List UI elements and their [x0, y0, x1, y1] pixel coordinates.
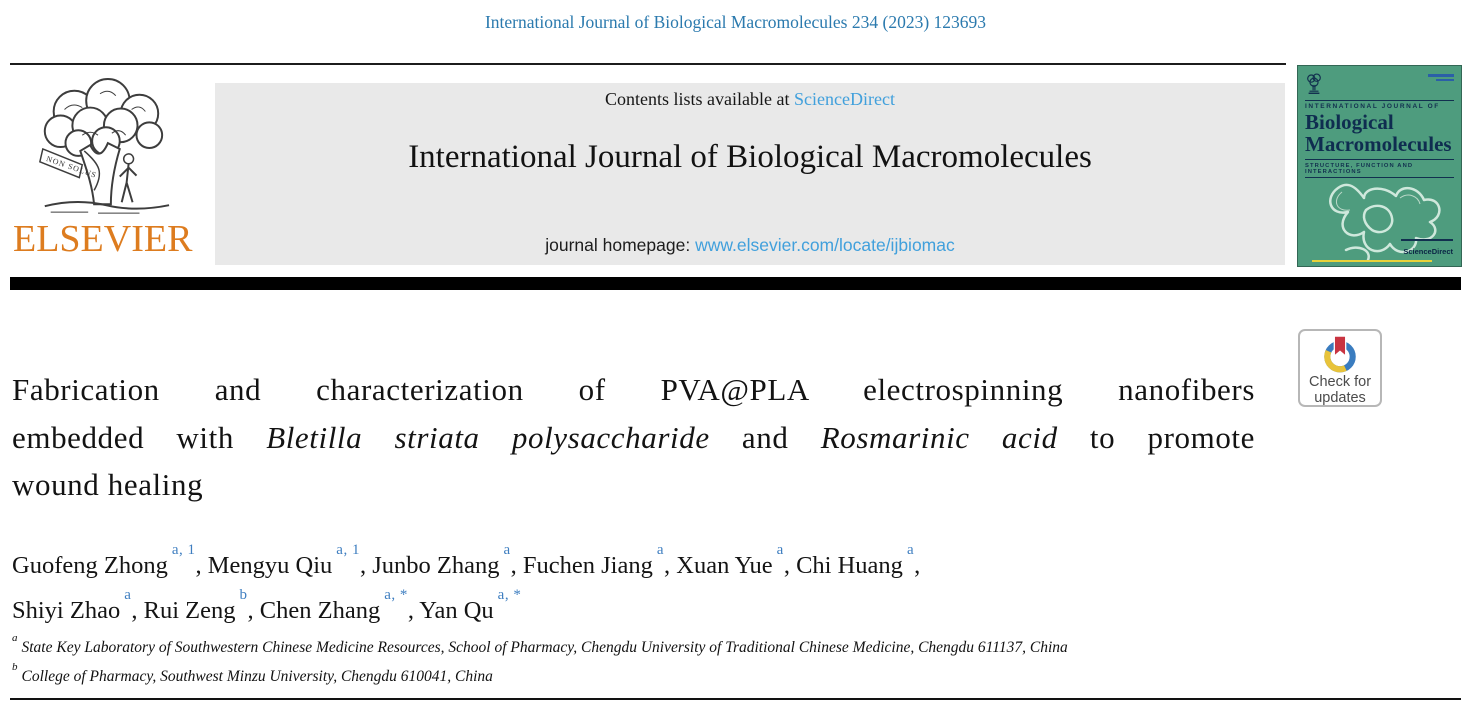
journal-cover-thumbnail: INTERNATIONAL JOURNAL OF Biological Macr…	[1297, 65, 1462, 267]
author-separator: ,	[783, 552, 797, 580]
non-solus-ribbon	[38, 147, 84, 179]
elsevier-logo: NON SOLUS ELSEVIER	[13, 76, 193, 260]
author-separator: ,	[195, 552, 208, 580]
author-name: Chi Huang	[796, 552, 903, 580]
elsevier-tree-icon: NON SOLUS	[38, 77, 170, 214]
cover-title-line2: Macromolecules	[1305, 132, 1452, 156]
author-name: Rui Zeng	[143, 596, 236, 624]
title-segment: to promote	[1057, 419, 1255, 455]
author-affiliation-sup: a, 1	[171, 542, 196, 558]
author-name: Mengyu Qiu	[207, 552, 333, 580]
article-title: Fabrication and characterization of PVA@…	[12, 366, 1255, 509]
author-affiliation-sup: a	[124, 586, 132, 603]
homepage-line: journal homepage: www.elsevier.com/locat…	[215, 235, 1285, 256]
masthead-box: Contents lists available at ScienceDirec…	[215, 83, 1285, 265]
cover-yellow-rule	[1312, 259, 1432, 262]
author-list: Guofeng Zhonga, 1, Mengyu Qiua, 1, Junbo…	[12, 541, 1292, 630]
title-line: wound healing	[12, 461, 1255, 509]
author-separator: ,	[407, 596, 420, 624]
author-separator: ,	[510, 552, 523, 580]
author-affiliation-sup: a	[656, 542, 665, 558]
title-segment: Fabrication and characterization of PVA@…	[12, 372, 1255, 407]
top-rule	[10, 63, 1286, 65]
title-italic-segment: Rosmarinic acid	[820, 419, 1058, 455]
journal-title: International Journal of Biological Macr…	[408, 139, 1092, 175]
running-head-citation: International Journal of Biological Macr…	[484, 12, 987, 32]
bottom-rule	[10, 698, 1461, 700]
author-affiliation-sup: a, 1	[336, 542, 360, 558]
masthead-divider-bar	[10, 277, 1461, 290]
author-separator: ,	[247, 596, 260, 624]
cover-title-line1: Biological	[1305, 110, 1394, 134]
author-affiliation-sup: a	[906, 542, 915, 558]
author-affiliation-sup: a	[503, 542, 511, 558]
sciencedirect-link[interactable]: ScienceDirect	[794, 89, 895, 109]
author-affiliation-sup: a	[776, 542, 784, 558]
cover-rule	[1305, 100, 1454, 101]
author-name: Shiyi Zhao	[12, 596, 121, 624]
affiliation-line: aState Key Laboratory of Southwestern Ch…	[12, 631, 1332, 660]
crossmark-label-line1: Check for	[1308, 374, 1372, 390]
author-affiliation-sup: a, *	[384, 586, 408, 603]
author-affiliation-sup: b	[239, 586, 248, 603]
title-segment: and	[709, 419, 821, 455]
cover-issn-lines	[1428, 74, 1454, 81]
author-line: Shiyi Zhaoa, Rui Zengb, Chen Zhanga, *, …	[12, 586, 1292, 631]
cover-kicker: INTERNATIONAL JOURNAL OF	[1305, 103, 1440, 110]
title-line: Fabrication and characterization of PVA@…	[12, 366, 1255, 414]
author-separator: ,	[131, 596, 144, 624]
title-line: embedded with Bletilla striata polysacch…	[12, 414, 1255, 462]
author-name: Chen Zhang	[259, 596, 381, 624]
author-separator: ,	[359, 552, 373, 580]
elsevier-wordmark: ELSEVIER	[13, 218, 193, 260]
author-line: Guofeng Zhonga, 1, Mengyu Qiua, 1, Junbo…	[12, 541, 1292, 586]
author-name: Junbo Zhang	[372, 552, 500, 580]
author-separator: ,	[914, 552, 921, 580]
cover-molecule-art	[1328, 183, 1441, 262]
homepage-prefix: journal homepage:	[545, 235, 696, 255]
title-segment: wound healing	[12, 467, 204, 502]
contents-prefix: Contents lists available at	[605, 89, 794, 109]
author-name: Fuchen Jiang	[522, 552, 653, 580]
check-for-updates-badge[interactable]: Check for updates	[1298, 329, 1382, 407]
cover-subtitle: STRUCTURE, FUNCTION AND INTERACTIONS	[1305, 163, 1414, 175]
cover-rule	[1305, 177, 1454, 178]
hermit-figure	[119, 153, 138, 203]
author-name: Xuan Yue	[676, 552, 773, 580]
author-name: Guofeng Zhong	[12, 552, 168, 580]
crossmark-icon	[1324, 335, 1356, 373]
crossmark-label-line2: updates	[1314, 389, 1366, 406]
affiliation-text: College of Pharmacy, Southwest Minzu Uni…	[21, 668, 493, 686]
affiliation-text: State Key Laboratory of Southwestern Chi…	[21, 639, 1068, 657]
title-segment: embedded with	[12, 419, 267, 455]
contents-line: Contents lists available at ScienceDirec…	[215, 89, 1285, 110]
author-affiliation-sup: a, *	[497, 586, 522, 603]
affiliation-line: bCollege of Pharmacy, Southwest Minzu Un…	[12, 660, 1332, 689]
cover-tree-icon	[1307, 73, 1321, 94]
affiliation-sup: a	[12, 632, 18, 644]
affiliation-sup: b	[12, 661, 18, 674]
title-italic-segment: Bletilla striata polysaccharide	[266, 419, 710, 455]
cover-sciencedirect: ScienceDirect	[1401, 230, 1453, 256]
cover-rule	[1305, 159, 1454, 160]
cover-available-online-line	[1401, 239, 1453, 241]
affiliations: aState Key Laboratory of Southwestern Ch…	[12, 631, 1332, 689]
author-name: Yan Qu	[419, 596, 494, 624]
homepage-link[interactable]: www.elsevier.com/locate/ijbiomac	[695, 235, 955, 255]
author-separator: ,	[664, 552, 677, 580]
